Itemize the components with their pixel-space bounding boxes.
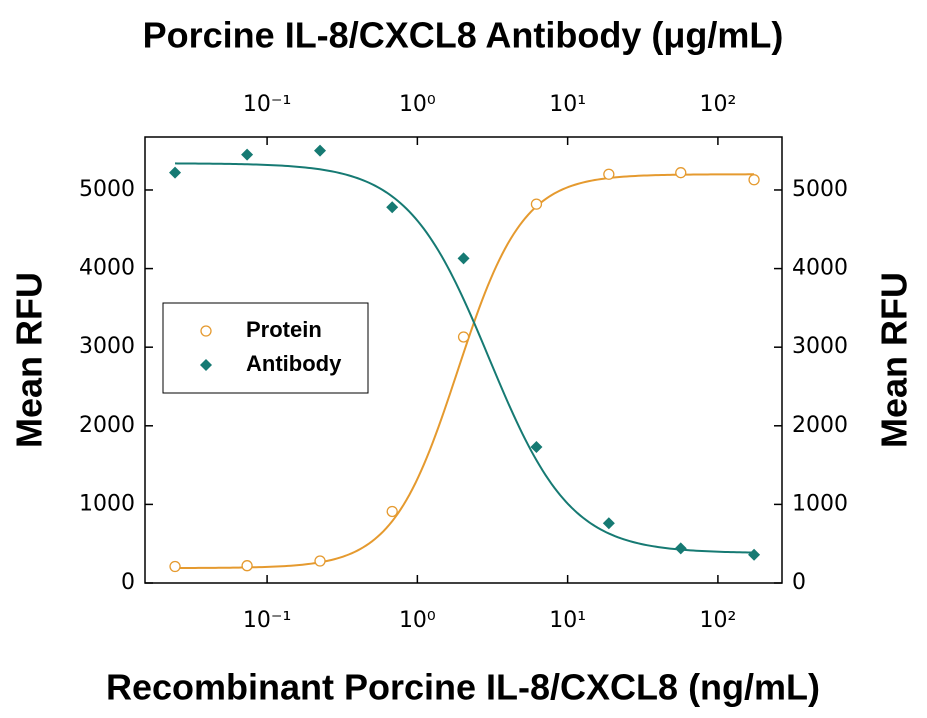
data-point xyxy=(457,331,470,343)
data-point xyxy=(169,166,182,179)
x-tick-label: 10⁰ xyxy=(399,92,436,117)
legend-label: Protein xyxy=(246,317,322,342)
data-point xyxy=(602,517,615,530)
y-tick-label: 4000 xyxy=(792,256,848,281)
fit-curve xyxy=(175,162,755,554)
x-tick-label: 10² xyxy=(699,92,736,117)
y-tick-label: 3000 xyxy=(79,334,135,359)
plot-frame xyxy=(144,136,783,584)
legend-marker xyxy=(200,325,212,337)
data-point xyxy=(748,174,760,186)
data-point xyxy=(169,560,181,573)
legend-marker xyxy=(200,359,212,371)
data-point xyxy=(675,167,687,179)
legend-label: Antibody xyxy=(246,351,342,376)
y-tick-label: 3000 xyxy=(792,334,848,359)
x-tick-label: 10⁻¹ xyxy=(243,92,291,117)
data-point xyxy=(241,148,254,161)
y-tick-label: 5000 xyxy=(792,177,848,202)
data-point xyxy=(314,144,327,157)
data-point xyxy=(241,560,253,572)
x-tick-label: 10⁰ xyxy=(399,608,436,633)
y-tick-label: 4000 xyxy=(79,256,135,281)
data-point xyxy=(386,201,399,214)
data-point xyxy=(530,441,543,454)
data-point xyxy=(314,555,326,567)
y-tick-label: 5000 xyxy=(79,177,135,202)
data-point xyxy=(530,198,543,210)
legend-box xyxy=(162,302,369,394)
data-point xyxy=(386,505,398,518)
y-tick-label: 0 xyxy=(121,570,135,595)
x-tick-label: 10² xyxy=(699,608,736,633)
y-tick-label: 0 xyxy=(792,570,806,595)
fit-curve xyxy=(175,173,755,569)
x-tick-label: 10⁻¹ xyxy=(243,608,291,633)
data-point xyxy=(457,252,470,265)
data-point xyxy=(674,542,687,555)
chart-title: Porcine IL-8/CXCL8 Antibody (μg/mL) xyxy=(143,15,784,56)
y-tick-label: 2000 xyxy=(792,413,848,438)
x-tick-label: 10¹ xyxy=(549,608,586,633)
y-tick-label: 2000 xyxy=(79,413,135,438)
y-axis-label: Mean RFU xyxy=(9,272,50,448)
x-axis-label: Recombinant Porcine IL-8/CXCL8 (ng/mL) xyxy=(106,667,820,708)
y-tick-label: 1000 xyxy=(79,491,135,516)
data-point xyxy=(603,168,615,180)
x-tick-label: 10¹ xyxy=(549,92,586,117)
data-point xyxy=(748,548,761,561)
y-tick-label: 1000 xyxy=(792,491,848,516)
y2-axis-label: Mean RFU xyxy=(874,272,915,448)
